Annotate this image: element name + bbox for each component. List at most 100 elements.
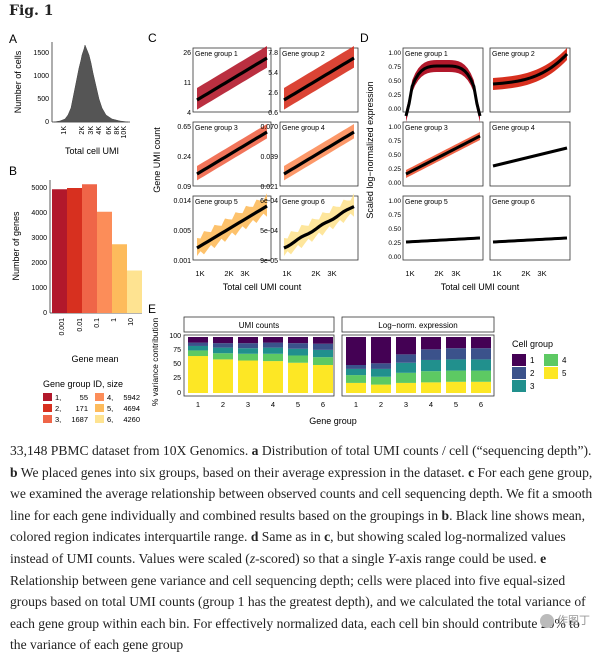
panel-c-ytick: 0.021	[260, 184, 278, 191]
svg-text:1K: 1K	[195, 269, 204, 278]
panel-c-mean-line	[196, 56, 268, 102]
panel-d-ytick: 0.50	[388, 78, 401, 85]
svg-text:1687: 1687	[71, 415, 88, 424]
panel-d-mean-line	[404, 64, 482, 117]
panel-c-facet: Gene group 1 26 11 4	[183, 46, 272, 117]
panel-e-segment	[421, 337, 441, 350]
svg-text:4,: 4,	[107, 393, 113, 402]
panel-e-segment	[396, 382, 416, 393]
panel-e-xtick: 6	[479, 400, 483, 409]
panel-e-xtick: 6	[321, 400, 325, 409]
panel-d-facet-title: Gene group 3	[405, 125, 448, 132]
svg-text:4K: 4K	[96, 126, 103, 135]
svg-text:3,: 3,	[55, 415, 61, 424]
svg-text:2K: 2K	[311, 269, 320, 278]
panel-d-ytick: 0.25	[388, 240, 401, 247]
panel-c-facet-title: Gene group 6	[282, 199, 325, 206]
panel-b-yticks: 0 1000 2000 3000 4000 5000	[31, 185, 47, 317]
panel-e-segment	[471, 337, 491, 349]
svg-text:55: 55	[80, 393, 88, 402]
panel-e-segment	[446, 337, 466, 349]
panel-a-xlabel: Total cell UMI	[65, 146, 119, 156]
panel-d-facet: Gene group 3 1.00 0.75 0.50 0.25 0.00	[388, 121, 484, 187]
svg-text:6K: 6K	[106, 126, 113, 135]
panel-e-bars: 1 2 3 4 5 6 1 2 3 4 5 6	[183, 334, 495, 409]
panel-d-band	[493, 48, 567, 90]
panel-e-segment	[346, 375, 366, 383]
legend-e-swatch-2	[512, 367, 526, 379]
legend-b: 1, 55 2, 171 3, 1687 4, 5942 5, 4694 6, 4260	[43, 393, 140, 424]
panel-b-bar	[97, 211, 112, 313]
panel-c-facet: Gene group 4 0.070 0.039 0.021	[260, 121, 359, 191]
svg-text:1K: 1K	[61, 126, 68, 135]
svg-text:10: 10	[128, 318, 135, 326]
panel-d-xticks: 1K 2K 3K 1K 2K 3K	[405, 269, 546, 278]
svg-text:8K: 8K	[114, 126, 121, 135]
legend-e-swatch-4	[544, 354, 558, 366]
panel-c-ytick: 9e-05	[260, 258, 278, 265]
panel-e-segment	[446, 381, 466, 393]
svg-text:1500: 1500	[33, 50, 49, 57]
panel-a-yticks: 0 500 1000 1500	[33, 50, 49, 126]
svg-text:3K: 3K	[537, 269, 546, 278]
svg-text:4260: 4260	[123, 415, 140, 424]
panel-e-segment	[421, 371, 441, 383]
panel-d-ylabel: Scaled log−normalized expression	[365, 81, 375, 218]
panel-e-segment	[188, 350, 208, 357]
svg-text:4: 4	[562, 356, 567, 365]
svg-text:0.1: 0.1	[94, 318, 101, 328]
panel-c-facet-title: Gene group 5	[195, 199, 238, 206]
panel-e-segment	[421, 359, 441, 372]
panel-d-letter: D	[360, 31, 369, 45]
figure-svg: A 0 500 1000 1500 1K 2K 3K 4K 6K 8K 10K …	[9, 31, 571, 426]
panel-c-ytick: 5.4	[268, 70, 278, 77]
svg-text:3K: 3K	[240, 269, 249, 278]
panel-e-segment	[238, 337, 258, 344]
panel-e-segment	[263, 361, 283, 393]
panel-e-segment	[313, 357, 333, 365]
panel-d-facet-title: Gene group 5	[405, 199, 448, 206]
panel-c-ytick: 4	[187, 110, 191, 117]
panel-c-facet: Gene group 6 6e-04 5e-04 9e-05	[260, 193, 359, 265]
panel-b-bar	[127, 270, 142, 313]
panel-c-ytick: 0.6	[268, 110, 278, 117]
panel-e-segment	[188, 356, 208, 393]
panel-d-facet-title: Gene group 6	[492, 199, 535, 206]
svg-text:1K: 1K	[282, 269, 291, 278]
svg-text:75: 75	[173, 347, 181, 354]
panel-e-segment	[371, 368, 391, 377]
panel-e-xtick: 4	[429, 400, 433, 409]
panel-e-segment	[188, 337, 208, 343]
panel-c-facet-title: Gene group 3	[195, 125, 238, 132]
panel-e-segment	[371, 337, 391, 364]
panel-e-segment	[238, 348, 258, 354]
svg-text:3K: 3K	[451, 269, 460, 278]
panel-e-xtick: 2	[379, 400, 383, 409]
panel-e-xtick: 5	[296, 400, 300, 409]
panel-e-strip-lognorm: Log−norm. expression	[378, 321, 457, 330]
panel-a-ylabel: Number of cells	[13, 50, 23, 113]
svg-text:6,: 6,	[107, 415, 113, 424]
panel-c-ytick: 6e-04	[260, 198, 278, 205]
panel-e-segment	[238, 343, 258, 349]
panel-e-segment	[446, 359, 466, 371]
panel-e-segment	[396, 372, 416, 383]
svg-text:2000: 2000	[31, 260, 47, 267]
panel-e-segment	[288, 355, 308, 363]
panel-b-bar	[82, 184, 97, 313]
panel-e-segment	[313, 349, 333, 358]
svg-text:2K: 2K	[224, 269, 233, 278]
panel-d-mean-line	[492, 236, 568, 244]
panel-e-segment	[421, 349, 441, 360]
panel-d-mean-line	[492, 52, 569, 86]
panel-e-segment	[288, 337, 308, 344]
svg-text:5,: 5,	[107, 404, 113, 413]
panel-c-facet-title: Gene group 2	[282, 51, 325, 58]
panel-e-segment	[396, 354, 416, 363]
panel-c-ytick: 2.6	[268, 90, 278, 97]
panel-d-ytick: 0.75	[388, 64, 401, 71]
legend-b-swatch-5	[95, 404, 104, 412]
panel-c-ytick: 0.65	[177, 124, 191, 131]
panel-c-ytick: 0.005	[173, 228, 191, 235]
watermark: 作图丁	[540, 612, 590, 628]
